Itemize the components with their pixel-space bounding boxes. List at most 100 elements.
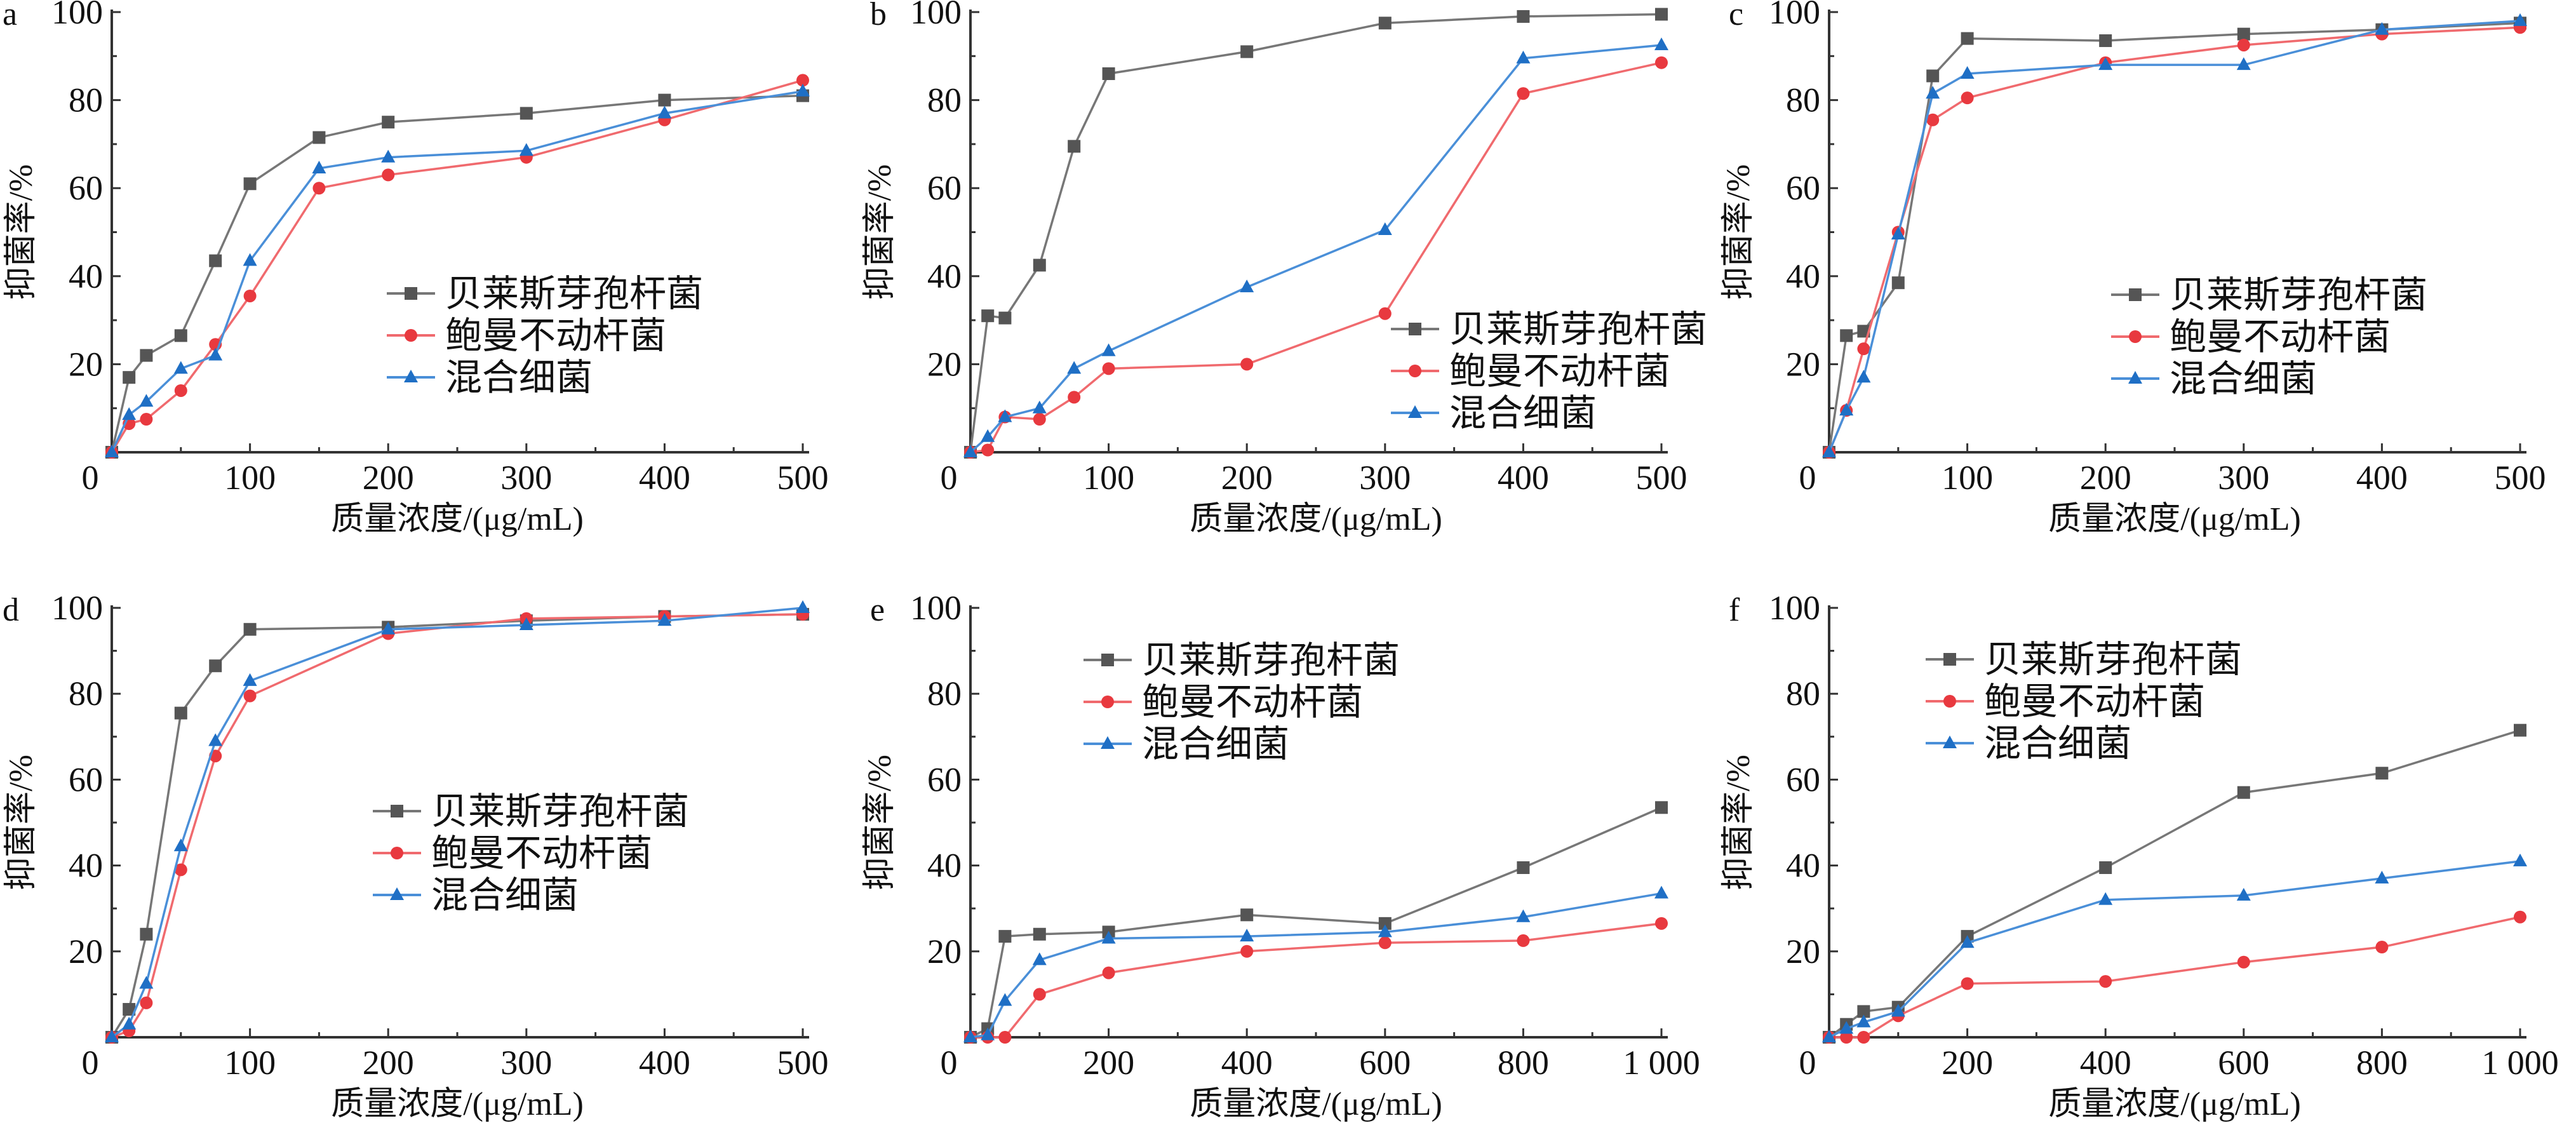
- data-point-triangle: [1822, 445, 1836, 457]
- legend-marker-square: [2129, 288, 2142, 301]
- data-point-square: [140, 349, 153, 362]
- x-axis-label: 质量浓度/(μg/mL): [331, 1086, 584, 1122]
- legend-label: 混合细菌: [2170, 358, 2317, 400]
- data-point-circle: [1857, 342, 1870, 356]
- x-tick-label: 800: [2356, 1044, 2408, 1082]
- data-point-triangle: [1960, 935, 1975, 948]
- y-axis-label: 抑菌率/%: [1721, 165, 1757, 300]
- series-line-3: [970, 892, 1662, 1039]
- y-tick-label: 100: [51, 0, 103, 31]
- data-point-triangle: [998, 409, 1012, 422]
- x-axis-label: 质量浓度/(μg/mL): [2048, 501, 2301, 537]
- series-2: [964, 917, 1668, 1044]
- data-point-circle: [140, 413, 153, 426]
- series-3: [1822, 853, 2527, 1042]
- x-tick-label: 200: [1221, 459, 1273, 497]
- data-point-triangle: [381, 621, 396, 635]
- data-point-square: [2237, 27, 2250, 41]
- data-point-triangle: [1891, 1004, 1905, 1017]
- data-point-square: [174, 329, 187, 342]
- x-tick-label: 500: [1636, 459, 1687, 497]
- series-line-1: [1828, 729, 2521, 1039]
- x-tick-label: 400: [639, 1044, 690, 1082]
- data-point-triangle: [1032, 952, 1047, 965]
- x-tick-label: 400: [2080, 1044, 2131, 1082]
- data-point-triangle: [1378, 222, 1392, 236]
- x-tick-label: 200: [363, 459, 414, 497]
- y-tick-label: 20: [69, 345, 103, 383]
- legend-label: 混合细菌: [1142, 723, 1289, 765]
- data-point-triangle: [1822, 1030, 1836, 1042]
- legend-marker-square: [405, 287, 417, 300]
- data-point-triangle: [1856, 1014, 1871, 1028]
- data-point-triangle: [173, 361, 188, 374]
- data-point-square: [243, 622, 257, 636]
- panel-label: c: [1729, 0, 1743, 32]
- y-tick-label: 80: [927, 675, 962, 713]
- data-point-triangle: [1891, 226, 1905, 239]
- y-tick-label: 80: [69, 675, 103, 713]
- y-tick-label: 20: [69, 932, 103, 971]
- data-point-triangle: [105, 1030, 119, 1042]
- data-point-triangle: [2236, 887, 2251, 901]
- data-point-triangle: [1240, 279, 1254, 293]
- legend-label: 鲍曼不动杆菌: [431, 833, 652, 874]
- legend-label: 鲍曼不动杆菌: [445, 315, 666, 356]
- legend-marker-square: [1409, 323, 1421, 335]
- data-point-circle: [1102, 966, 1115, 979]
- data-point-square: [1378, 917, 1392, 930]
- data-point-triangle: [1101, 931, 1116, 944]
- y-tick-label: 40: [1786, 847, 1820, 885]
- data-point-triangle: [2513, 13, 2527, 26]
- data-point-triangle: [2098, 57, 2113, 71]
- series-1: [1823, 723, 2526, 1044]
- data-point-square: [2237, 786, 2250, 799]
- data-point-square: [1926, 69, 1940, 83]
- y-axis-label: 抑菌率/%: [862, 165, 898, 300]
- y-tick-label: 100: [1769, 589, 1820, 627]
- y-tick-label: 60: [1786, 169, 1820, 207]
- data-point-triangle: [208, 733, 223, 746]
- y-tick-label: 20: [927, 345, 962, 383]
- series-line-2: [111, 613, 803, 1039]
- data-point-circle: [140, 996, 153, 1009]
- data-point-triangle: [139, 976, 154, 989]
- data-point-triangle: [796, 83, 810, 97]
- y-tick-label: 60: [927, 169, 962, 207]
- x-tick-label: 400: [1498, 459, 1549, 497]
- data-point-circle: [1033, 413, 1046, 426]
- data-point-square: [1961, 32, 1974, 45]
- series-2: [964, 56, 1668, 459]
- legend-label: 鲍曼不动杆菌: [1142, 682, 1363, 723]
- data-point-circle: [2237, 955, 2250, 969]
- y-tick-label: 100: [51, 589, 103, 627]
- data-point-square: [1102, 67, 1115, 81]
- data-point-square: [1068, 140, 1081, 153]
- x-tick-label: 300: [2218, 459, 2269, 497]
- data-point-square: [2099, 34, 2112, 48]
- x-axis-label: 质量浓度/(μg/mL): [331, 501, 584, 537]
- data-point-triangle: [1516, 909, 1531, 922]
- legend-label: 混合细菌: [445, 357, 593, 398]
- data-point-circle: [243, 689, 257, 703]
- data-point-square: [1033, 259, 1046, 272]
- y-tick-label: 20: [1786, 932, 1820, 971]
- legend-marker-triangle: [1101, 736, 1115, 749]
- x-tick-label: 0: [1799, 1044, 1816, 1082]
- series-3: [963, 37, 1668, 457]
- data-point-square: [2514, 723, 2526, 737]
- series-line-3: [969, 44, 1662, 454]
- panel-label: f: [1729, 592, 1740, 628]
- data-point-square: [123, 371, 136, 384]
- data-point-circle: [1378, 936, 1392, 950]
- x-tick-label: 200: [363, 1044, 414, 1082]
- data-point-square: [209, 659, 222, 673]
- panel-c: c 20 40 60 80 100 0 100 200 300 400 500 质量浓度/(μg/mL)…: [1721, 0, 2546, 537]
- legend-label: 鲍曼不动杆菌: [1449, 351, 1670, 392]
- x-tick-label: 0: [82, 459, 99, 497]
- data-point-circle: [174, 384, 187, 397]
- series-line-3: [1828, 860, 2521, 1039]
- x-tick-label: 600: [2218, 1044, 2269, 1082]
- series-1: [964, 801, 1668, 1044]
- legend-label: 贝莱斯芽孢杆菌: [1449, 309, 1707, 350]
